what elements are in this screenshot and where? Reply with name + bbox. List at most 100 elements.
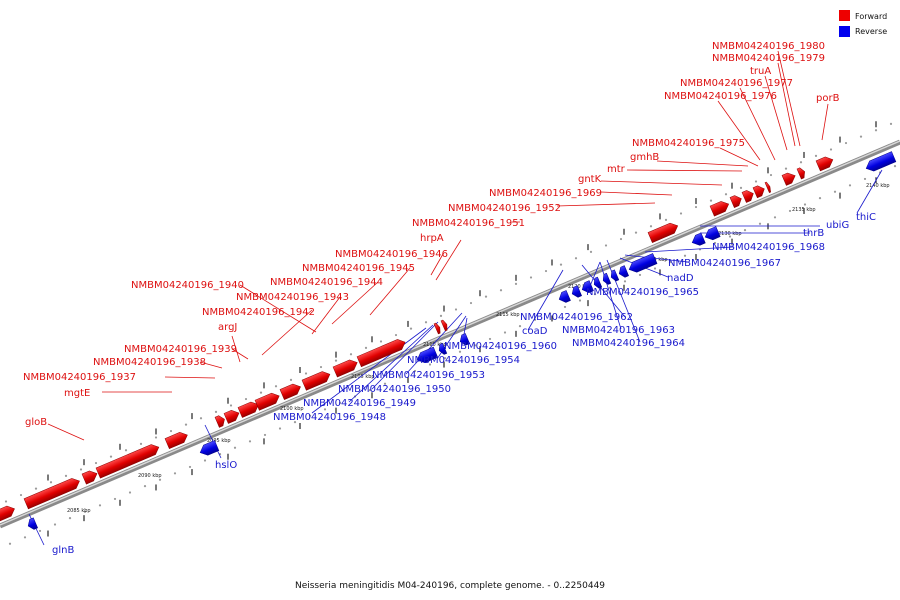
gene-label-mgte: mgtE bbox=[64, 388, 90, 399]
reverse-gene-arrow bbox=[618, 265, 630, 278]
ruler-dot bbox=[758, 222, 762, 225]
scale-label-2100: 2100 kbp bbox=[280, 406, 304, 412]
gene-label-nmbm-1939: NMBM04240196_1939 bbox=[124, 344, 237, 355]
legend-item-reverse: Reverse bbox=[839, 26, 887, 37]
ruler-dot bbox=[38, 529, 42, 533]
ruler-dot bbox=[649, 225, 653, 228]
ruler-dot bbox=[184, 423, 188, 426]
gene-label-porb: porB bbox=[816, 93, 840, 104]
gene-label-trua: truA bbox=[750, 66, 771, 77]
ruler-dot bbox=[199, 417, 203, 420]
ruler-dot bbox=[188, 465, 192, 469]
ruler-dot bbox=[173, 472, 177, 475]
ruler-dot bbox=[578, 299, 582, 302]
ruler-dot bbox=[139, 442, 143, 445]
gene-label-mtr: mtr bbox=[607, 164, 626, 175]
ruler-dot bbox=[833, 190, 837, 193]
ruler-dot bbox=[34, 487, 38, 490]
ruler-dot bbox=[158, 478, 162, 481]
ruler-dot bbox=[589, 250, 593, 253]
ruler-dot bbox=[829, 148, 833, 151]
gene-label-nmbm-1962: NMBM04240196_1962 bbox=[520, 312, 633, 323]
ruler-dot bbox=[83, 510, 87, 513]
scale-label-2090: 2090 kbp bbox=[138, 473, 162, 479]
reverse-gene-arrow bbox=[610, 269, 620, 282]
ruler-dot bbox=[379, 340, 383, 343]
forward-gene-arrow bbox=[781, 172, 796, 186]
ruler-dot bbox=[248, 440, 252, 443]
ruler-dot bbox=[259, 391, 263, 394]
reverse-gene-arrow bbox=[593, 276, 603, 289]
ruler-dot bbox=[8, 542, 12, 545]
gene-label-nmbm-1969: NMBM04240196_1969 bbox=[489, 188, 602, 199]
ruler-dot bbox=[454, 308, 458, 311]
ruler-dot bbox=[544, 269, 548, 273]
gene-label-nmbm-1951: NMBM04240196_1951 bbox=[412, 218, 525, 229]
ruler-dot bbox=[604, 244, 608, 247]
ruler-dot bbox=[334, 359, 338, 362]
gene-label-nmbm-1948: NMBM04240196_1948 bbox=[273, 412, 386, 423]
ruler-dot bbox=[229, 404, 233, 407]
ruler-dot bbox=[143, 485, 147, 488]
legend: Forward Reverse bbox=[839, 10, 887, 37]
gene-label-nmbm-1977: NMBM04240196_1977 bbox=[680, 78, 793, 89]
forward-gene-arrow bbox=[332, 359, 358, 378]
gene-label-nmbm-1940: NMBM04240196_1940 bbox=[131, 280, 244, 291]
gene-label-nmbm-1963: NMBM04240196_1963 bbox=[562, 325, 675, 336]
ruler-dot bbox=[364, 346, 368, 349]
ruler-dot bbox=[473, 344, 477, 347]
reverse-gene-arrow bbox=[865, 151, 897, 172]
ruler-dot bbox=[413, 369, 417, 373]
forward-gene-arrow bbox=[647, 222, 679, 243]
gene-label-gntk: gntK bbox=[578, 174, 602, 185]
gene-label-nmbm-1945: NMBM04240196_1945 bbox=[302, 263, 415, 274]
ruler-ticks bbox=[47, 121, 877, 537]
ruler-dot bbox=[859, 135, 863, 138]
ruler-dot bbox=[518, 325, 522, 328]
reverse-gene-arrow bbox=[459, 333, 471, 346]
forward-gene-arrow bbox=[796, 167, 805, 180]
ruler-dot bbox=[788, 209, 792, 213]
ruler-dot bbox=[319, 365, 323, 369]
ruler-dot bbox=[784, 167, 788, 170]
ruler-dot bbox=[559, 263, 563, 266]
ruler-dot bbox=[304, 372, 308, 375]
reverse-gene-arrow bbox=[558, 290, 571, 303]
forward-gene-arrow bbox=[95, 444, 160, 479]
gene-label-nmbm-1949: NMBM04240196_1949 bbox=[303, 398, 416, 409]
gene-label-nmbm-1967: NMBM04240196_1967 bbox=[668, 258, 781, 269]
reverse-gene-arrow bbox=[628, 253, 658, 273]
ruler-dot bbox=[169, 429, 173, 433]
gene-label-nmbm-1980: NMBM04240196_1980 bbox=[712, 41, 825, 52]
gene-label-nmbm-1975: NMBM04240196_1975 bbox=[632, 138, 745, 149]
ruler-dot bbox=[289, 378, 293, 381]
ruler-dot bbox=[743, 229, 747, 232]
ruler-dot bbox=[49, 481, 53, 484]
legend-item-forward: Forward bbox=[839, 10, 887, 21]
reverse-gene-arrow bbox=[416, 346, 439, 363]
scale-label-2105: 2105 kbp bbox=[351, 374, 375, 380]
forward-gene-arrow bbox=[23, 478, 80, 510]
gene-label-nmbm-1960: NMBM04240196_1960 bbox=[444, 341, 557, 352]
scale-label-2140: 2140 kbp bbox=[866, 183, 890, 189]
gene-label-nmbm-1944: NMBM04240196_1944 bbox=[270, 277, 383, 288]
forward-gene-arrow bbox=[440, 319, 448, 332]
ruler-dot bbox=[424, 321, 428, 324]
ruler-dot bbox=[23, 536, 27, 539]
ruler-dot bbox=[233, 446, 237, 449]
ruler-dot bbox=[484, 295, 488, 298]
ruler-dot bbox=[458, 350, 462, 353]
ruler-dot bbox=[709, 199, 713, 202]
gene-label-thic: thiC bbox=[856, 212, 876, 223]
forward-gene-arrow bbox=[729, 195, 742, 208]
ruler-dot bbox=[563, 305, 567, 309]
gene-label-nmbm-1950: NMBM04240196_1950 bbox=[338, 384, 451, 395]
ruler-dot bbox=[214, 410, 218, 413]
forward-gene-arrow bbox=[237, 401, 259, 418]
ruler-dot bbox=[79, 468, 83, 471]
forward-gene-arrow bbox=[214, 415, 225, 428]
genome-axis bbox=[0, 139, 900, 529]
ruler-dot bbox=[514, 282, 518, 285]
gene-label-nmbm-1937: NMBM04240196_1937 bbox=[23, 372, 136, 383]
ruler-dot bbox=[503, 331, 507, 334]
